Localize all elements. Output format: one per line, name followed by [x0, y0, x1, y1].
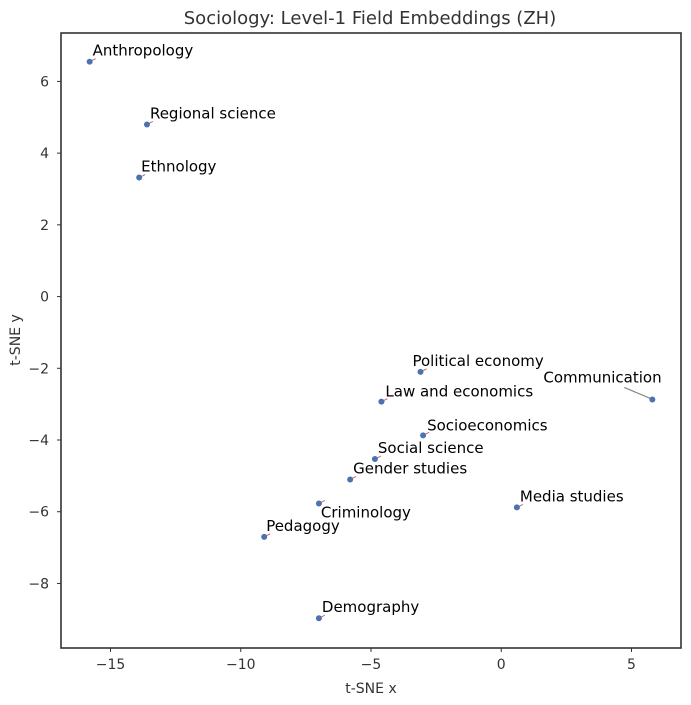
x-tick-label: −15 — [96, 657, 126, 673]
point-label: Ethnology — [141, 158, 216, 176]
point-label: Gender studies — [353, 459, 467, 477]
point-label: Communication — [543, 368, 661, 386]
data-point — [420, 432, 427, 439]
data-point — [649, 396, 656, 403]
x-tick-label: 5 — [627, 657, 636, 673]
point-label: Law and economics — [385, 383, 533, 401]
data-point — [143, 121, 150, 128]
data-point — [347, 476, 354, 483]
y-tick-label: −6 — [28, 505, 49, 521]
data-point — [261, 533, 268, 540]
data-point — [136, 174, 143, 181]
point-label: Socioeconomics — [427, 416, 548, 434]
y-tick-label: 2 — [40, 218, 49, 234]
y-tick-label: 6 — [40, 74, 49, 90]
data-point — [86, 58, 93, 65]
y-tick-label: 0 — [40, 290, 49, 306]
data-point — [378, 398, 385, 405]
point-label: Criminology — [321, 503, 411, 521]
data-point — [315, 615, 322, 622]
chart-title: Sociology: Level-1 Field Embeddings (ZH) — [184, 8, 556, 29]
plot-frame — [60, 32, 682, 649]
data-point — [315, 500, 322, 507]
data-point — [371, 456, 378, 463]
y-tick-label: −8 — [28, 576, 49, 592]
point-label: Media studies — [520, 487, 624, 505]
point-label: Demography — [322, 598, 419, 616]
x-tick-label: −5 — [361, 657, 382, 673]
label-leader-line — [624, 386, 651, 400]
x-tick-label: −10 — [226, 657, 256, 673]
point-label: Political economy — [412, 352, 543, 370]
x-axis-label: t-SNE x — [345, 681, 396, 697]
y-axis-label: t-SNE y — [8, 314, 24, 365]
point-label: Anthropology — [93, 42, 194, 60]
data-point — [417, 368, 424, 375]
y-tick-label: −4 — [28, 433, 49, 449]
plot-area: Anthropology Regional science Ethnology Pol… — [86, 42, 662, 622]
point-label: Social science — [378, 439, 484, 457]
y-tick-label: 4 — [40, 146, 49, 162]
x-axis: −15 −10 −5 0 5 — [96, 648, 636, 673]
x-tick-label: 0 — [497, 657, 506, 673]
data-point — [513, 504, 520, 511]
y-tick-label: −2 — [28, 361, 49, 377]
point-label: Regional science — [150, 104, 276, 122]
point-label: Pedagogy — [266, 517, 340, 535]
y-axis: −8 −6 −4 −2 0 2 4 6 — [28, 74, 61, 592]
